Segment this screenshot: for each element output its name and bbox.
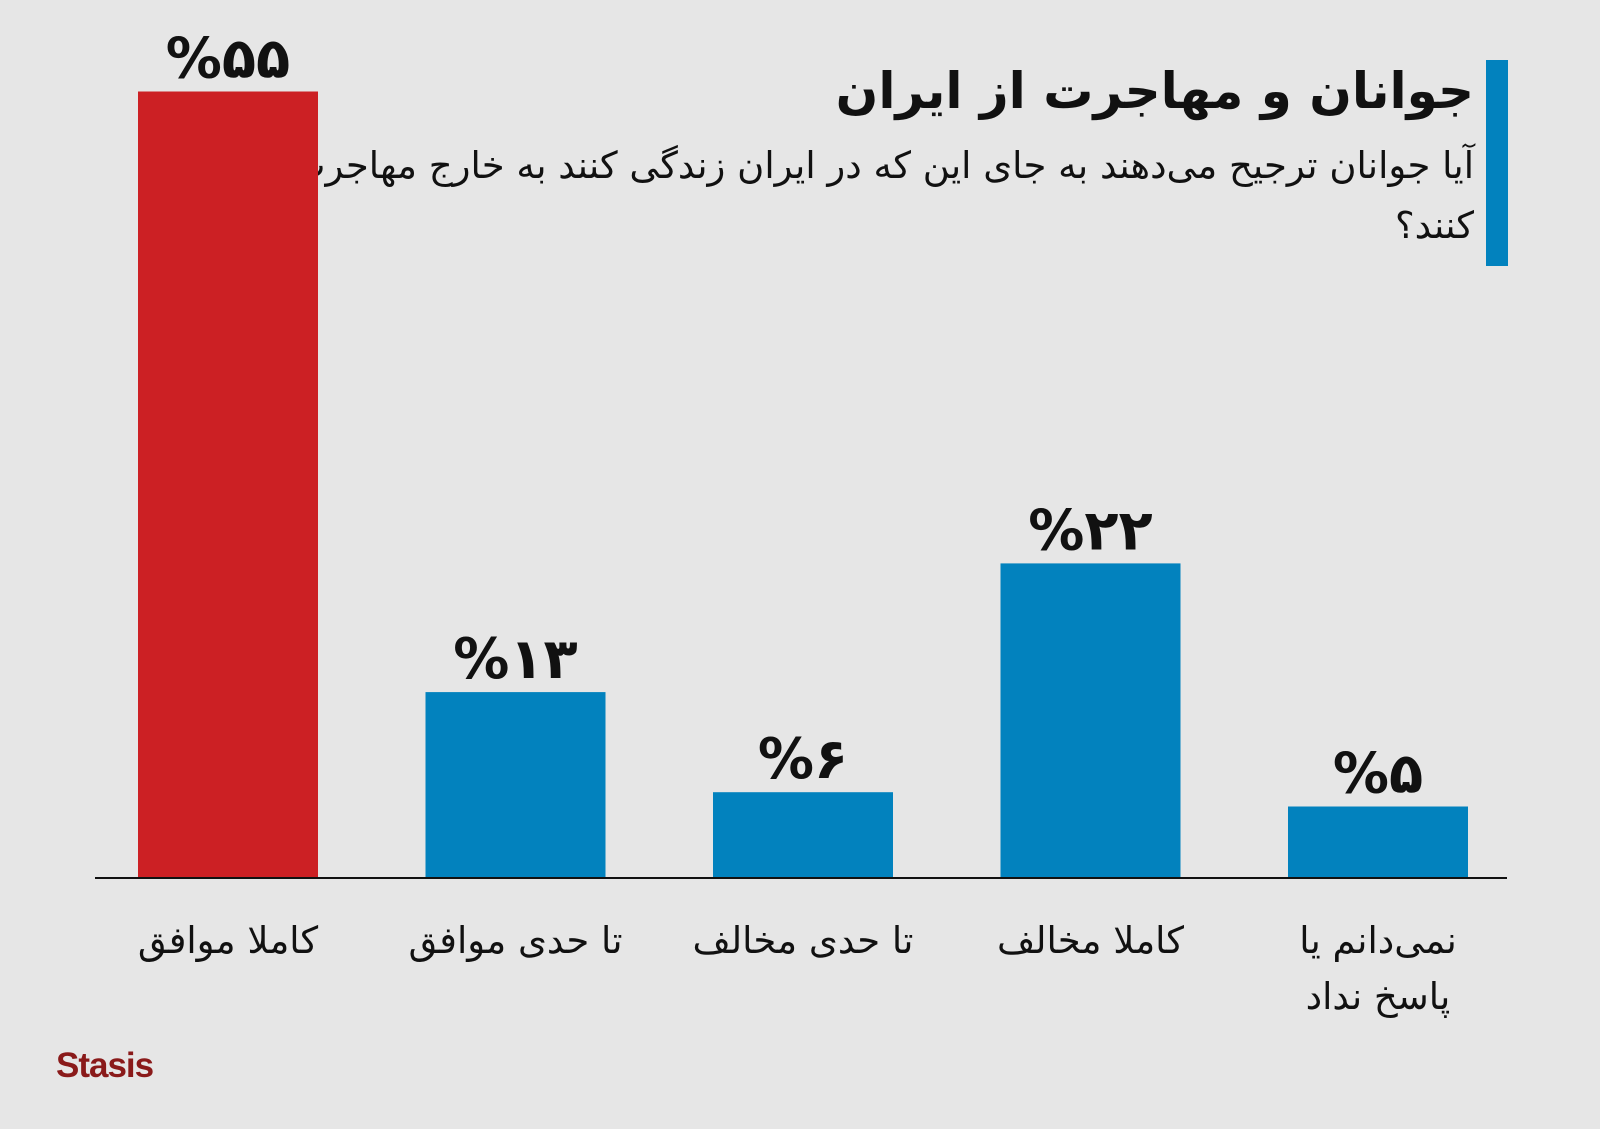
stasis-logo: Stasis [56, 1046, 154, 1085]
value-label-3: %۶ [758, 727, 848, 792]
bar-5 [1288, 806, 1468, 878]
category-label-group: کاملا موافق تا حدی موافق تا حدی مخالف کاملا… [138, 919, 1457, 1018]
bar-4 [1000, 563, 1181, 878]
value-label-5: %۵ [1333, 742, 1423, 807]
category-label-3: تا حدی مخالف [693, 919, 914, 962]
category-label-5-line-2: پاسخ نداد [1306, 975, 1451, 1018]
chart-title: جوانان و مهاجرت از ایران [835, 62, 1474, 120]
value-label-4: %۲۲ [1028, 498, 1152, 563]
category-label-2: تا حدی موافق [408, 919, 622, 962]
bar-2 [425, 692, 606, 878]
category-label-5-line-1: نمی‌دانم یا [1299, 919, 1457, 962]
category-label-1: کاملا موافق [138, 919, 319, 962]
bar-1 [138, 91, 318, 878]
value-label-1: %۵۵ [166, 27, 290, 92]
title-accent-bar [1486, 60, 1508, 266]
value-label-2: %۱۳ [453, 627, 577, 692]
chart-header: جوانان و مهاجرت از ایران آیا جوانان ترجی… [274, 58, 1474, 266]
bar-group [138, 91, 1468, 878]
value-label-group: %۵۵ %۱۳ %۶ %۲۲ %۵ [166, 27, 1423, 807]
chart-subtitle: آیا جوانان ترجیح می‌دهند به جای این که د… [290, 144, 1474, 247]
bar-3 [713, 792, 893, 878]
category-label-4: کاملا مخالف [997, 919, 1184, 962]
